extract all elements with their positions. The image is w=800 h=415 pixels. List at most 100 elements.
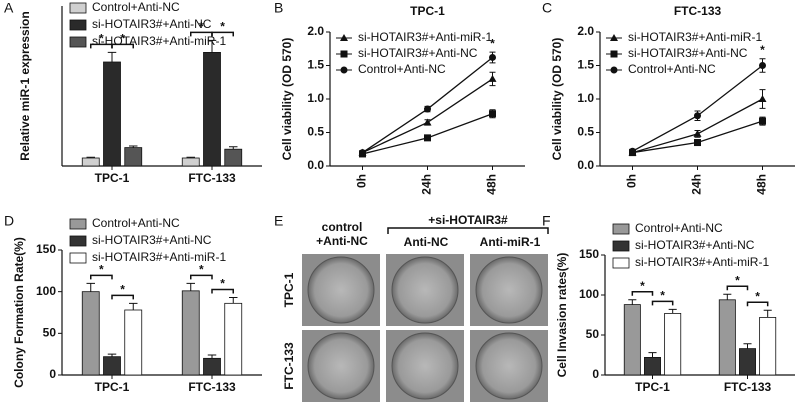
significance-bracket (111, 43, 134, 49)
y-tick-label: 50 (586, 327, 600, 341)
marker (489, 110, 496, 118)
significance-star: * (220, 20, 225, 34)
y-tick-label: 50 (43, 326, 57, 340)
error-bar (186, 156, 195, 158)
y-tick-label: 150 (36, 242, 56, 256)
legend-label: si-HOTAIR3#+Anti-miR-1 (92, 34, 226, 48)
column-header: Anti-NC (404, 235, 449, 249)
error-bar (129, 145, 138, 148)
significance-bracket (211, 288, 234, 294)
column-header: +Anti-NC (316, 234, 368, 248)
significance-star: * (660, 289, 665, 303)
x-tick-label: 0h (625, 174, 639, 188)
y-tick-label: 0 (49, 367, 56, 381)
legend-label: si-HOTAIR3#+Anti-miR-1 (635, 255, 769, 269)
legend-swatch (69, 2, 87, 14)
chart-title: FTC-133 (674, 4, 722, 18)
y-tick-label: 100 (36, 284, 56, 298)
y-tick-label: 0.0 (307, 158, 324, 172)
x-tick-label: FTC-133 (188, 171, 236, 185)
legend-label: Control+Anti-NC (92, 216, 180, 230)
legend-label: si-HOTAIR3#+Anti-miR-1 (358, 30, 492, 44)
panel-label: A (4, 0, 14, 16)
x-tick-label: 48h (755, 174, 769, 195)
x-tick-label: TPC-1 (95, 171, 130, 185)
significance-star: * (760, 43, 765, 57)
marker (340, 50, 348, 58)
bar (664, 312, 682, 376)
culture-dish (475, 256, 543, 324)
legend-label: si-HOTAIR3#+Anti-miR-1 (92, 250, 226, 264)
bar (224, 148, 243, 167)
legend-swatch (69, 19, 87, 31)
row-header: FTC-133 (282, 342, 296, 390)
row-header: TPC-1 (282, 272, 296, 307)
error-bar (186, 282, 195, 291)
significance-bracket (651, 300, 674, 306)
error-bar (229, 297, 238, 304)
legend-label: Control+Anti-NC (358, 62, 446, 76)
significance-bracket (631, 291, 654, 296)
error-bar (107, 353, 117, 357)
x-tick-label: 48h (485, 174, 499, 195)
bar (644, 356, 661, 376)
significance-star: * (199, 20, 204, 34)
significance-star: * (490, 36, 495, 50)
y-tick-label: 0.5 (307, 125, 324, 139)
x-tick-label: 24h (690, 174, 704, 195)
marker (359, 149, 366, 157)
culture-dish (391, 332, 459, 400)
legend-label: si-HOTAIR3#+Anti-NC (635, 238, 755, 252)
legend-label: Control+Anti-NC (635, 221, 723, 235)
y-tick-label: 150 (579, 247, 599, 261)
legend-label: Control+Anti-NC (628, 62, 716, 76)
y-tick-label: 2.0 (307, 24, 324, 38)
significance-star: * (735, 273, 740, 287)
bar (759, 316, 777, 376)
marker (340, 66, 348, 74)
legend-label: si-HOTAIR3#+Anti-miR-1 (628, 30, 762, 44)
bar (181, 290, 200, 376)
panel-label: D (4, 213, 14, 229)
significance-bracket (111, 294, 134, 300)
panel-label: B (274, 0, 283, 16)
marker (759, 117, 766, 125)
x-tick-label: TPC-1 (95, 380, 130, 394)
marker (610, 34, 618, 41)
error-bar (628, 299, 637, 305)
significance-bracket (211, 31, 234, 37)
culture-dish (475, 332, 543, 400)
legend-swatch (69, 235, 87, 247)
series-line (362, 78, 493, 154)
bar (203, 357, 221, 376)
marker (423, 118, 432, 126)
group-header: +si-HOTAIR3# (428, 213, 508, 227)
panel-label: F (542, 213, 551, 229)
significance-bracket (746, 301, 769, 307)
error-bar (86, 156, 95, 158)
bar (718, 299, 736, 376)
y-tick-label: 1.0 (307, 91, 324, 105)
significance-star: * (99, 32, 104, 46)
series-line (632, 64, 763, 152)
legend-swatch (612, 257, 630, 269)
marker (758, 95, 767, 102)
culture-dish (307, 332, 375, 400)
legend-swatch (612, 223, 630, 235)
significance-star: * (220, 277, 225, 291)
bar (103, 356, 121, 376)
x-tick-label: 0h (355, 174, 369, 188)
legend-swatch (69, 218, 87, 230)
legend-label: si-HOTAIR3#+Anti-NC (92, 17, 212, 31)
column-header: Anti-miR-1 (480, 235, 541, 249)
bar (124, 309, 143, 376)
significance-bracket (190, 274, 213, 280)
significance-star: * (199, 263, 204, 277)
legend-label: si-HOTAIR3#+Anti-NC (628, 46, 748, 60)
error-bar (723, 293, 732, 300)
error-bar (648, 352, 657, 358)
error-bar (207, 39, 217, 53)
y-axis-label: Relative miR-1 expression (18, 11, 32, 160)
